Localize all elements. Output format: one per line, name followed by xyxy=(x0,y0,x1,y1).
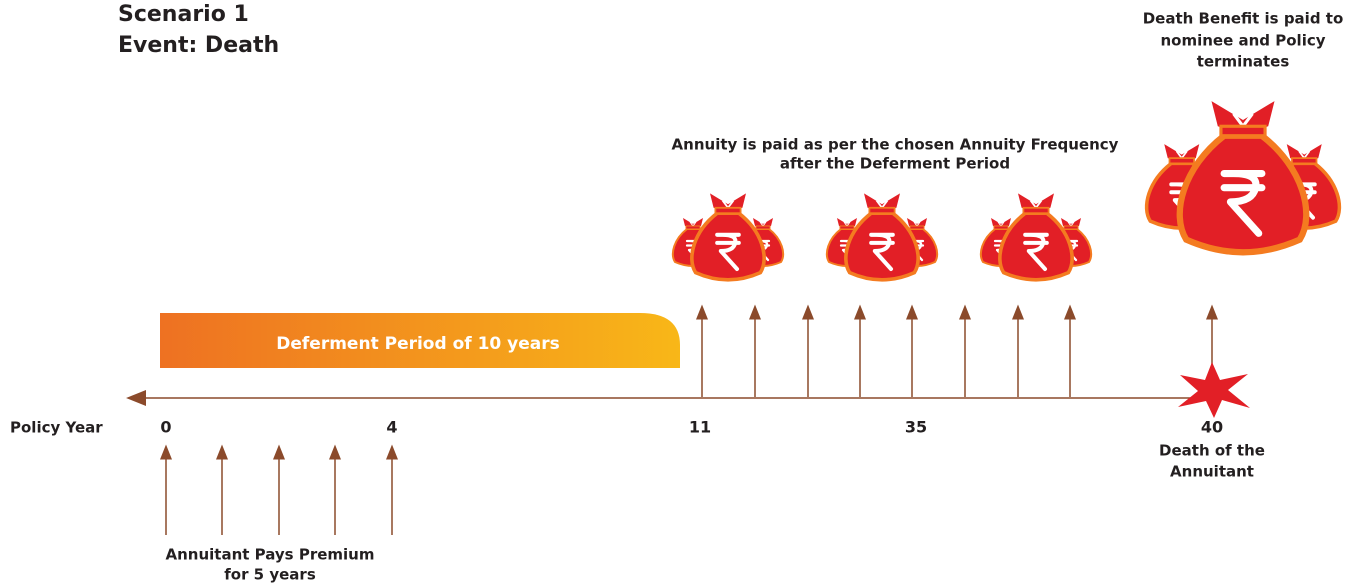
money-bags xyxy=(981,193,1091,279)
death-burst xyxy=(1178,362,1250,418)
note: terminates xyxy=(1197,53,1290,71)
money-bags xyxy=(827,193,937,279)
title: Event: Death xyxy=(118,33,279,58)
title: Scenario 1 xyxy=(118,2,249,27)
note: after the Deferment Period xyxy=(780,155,1010,173)
event: Death of the xyxy=(1159,442,1265,460)
deferment-bar xyxy=(160,313,680,368)
year: 35 xyxy=(905,418,927,437)
year: 4 xyxy=(386,418,397,437)
annuity-arrows xyxy=(696,304,1076,397)
money-bags xyxy=(1147,101,1340,252)
deferment-label: Deferment Period of 10 years xyxy=(276,334,559,354)
axis-label: Policy Year xyxy=(10,419,103,437)
timeline-arrow xyxy=(126,390,146,406)
note: for 5 years xyxy=(224,566,316,584)
money-bags xyxy=(673,193,783,279)
note: nominee and Policy xyxy=(1160,32,1325,50)
note: Death Benefit is paid to xyxy=(1143,10,1344,28)
note: Annuity is paid as per the chosen Annuit… xyxy=(672,136,1119,154)
note: Annuitant Pays Premium xyxy=(166,546,375,564)
year: 11 xyxy=(689,418,711,437)
year: 40 xyxy=(1201,418,1223,437)
event: Annuitant xyxy=(1170,463,1254,481)
premium-arrows xyxy=(160,444,398,535)
year: 0 xyxy=(160,418,171,437)
